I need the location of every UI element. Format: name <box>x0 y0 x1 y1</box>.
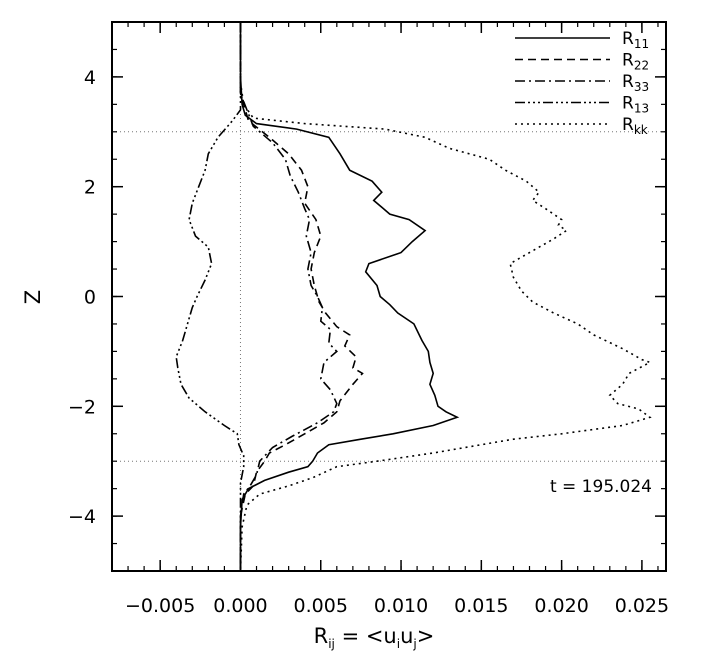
legend-label-kk: Rkk <box>622 115 648 137</box>
x-tick-label: 0.025 <box>615 595 669 617</box>
series-line-13 <box>175 22 245 571</box>
legend-label-11: R11 <box>622 29 649 51</box>
y-tick-label: 0 <box>84 287 96 309</box>
x-tick-label: 0.010 <box>374 595 428 617</box>
x-tick-label: 0.015 <box>454 595 508 617</box>
legend-label-22: R22 <box>622 51 649 73</box>
reference-lines <box>112 22 666 571</box>
series-lines <box>175 22 652 572</box>
x-axis-title-sub2: i <box>397 637 400 651</box>
legend-label-13: R13 <box>622 94 649 116</box>
series-line-22 <box>239 22 364 571</box>
x-axis-title-base: R <box>314 624 329 648</box>
axis-ticks: −0.005 0.000 0.005 0.010 0.015 0.020 0.025 −4 −2… <box>68 21 669 617</box>
x-axis-title-middle: = <u <box>335 624 397 648</box>
series-line-11 <box>239 22 460 571</box>
x-axis-title-middle2: u <box>400 624 413 648</box>
x-tick-label: 0.005 <box>294 595 348 617</box>
y-tick-label: −2 <box>68 396 96 418</box>
x-axis-title-sub3: j <box>412 637 416 651</box>
x-tick-label: 0.020 <box>534 595 588 617</box>
legend-label-33: R33 <box>622 72 649 94</box>
x-axis-title-end: > <box>417 624 435 648</box>
x-tick-label: 0.000 <box>213 595 267 617</box>
annotation-time: t = 195.024 <box>550 477 652 497</box>
y-tick-label: 2 <box>84 177 96 199</box>
y-axis-title: Z <box>21 290 45 304</box>
series-line-33 <box>239 22 338 571</box>
x-tick-label: −0.005 <box>125 595 195 617</box>
y-tick-label: −4 <box>68 506 96 528</box>
x-axis-title-sub: ij <box>328 637 335 651</box>
y-tick-label: 4 <box>84 67 96 89</box>
x-axis-title: Rij = <uiuj> <box>314 624 435 651</box>
